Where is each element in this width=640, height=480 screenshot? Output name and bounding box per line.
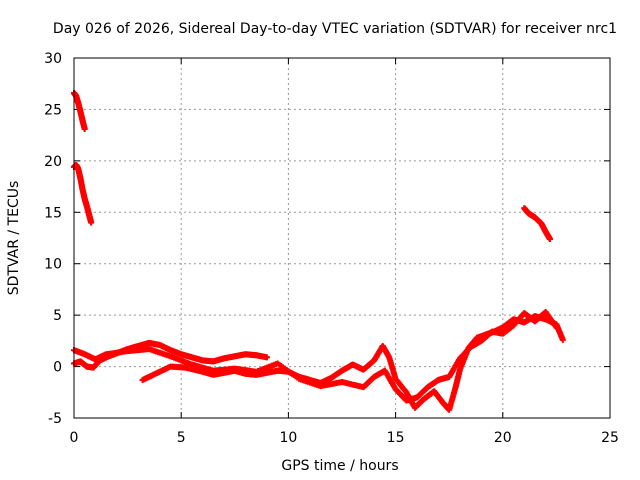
y-tick-label: 10 (44, 257, 62, 273)
data-point (553, 324, 560, 331)
plot-frame (73, 57, 611, 419)
y-tick-label: -5 (48, 411, 62, 427)
y-tick-label: 5 (53, 308, 62, 324)
y-tick-label: 25 (44, 102, 62, 118)
x-axis-label: GPS time / hours (281, 458, 398, 474)
data-point (88, 219, 95, 226)
data-point (81, 125, 88, 132)
grid-lines (74, 58, 610, 418)
y-tick-label: 20 (44, 154, 62, 170)
data-point (263, 354, 270, 361)
x-tick-label: 25 (601, 430, 619, 446)
y-tick-label: 15 (44, 205, 62, 221)
chart-title: Day 026 of 2026, Sidereal Day-to-day VTE… (53, 21, 617, 37)
series-arc-c (521, 205, 553, 243)
data-points (71, 89, 566, 413)
x-tick-label: 15 (387, 430, 405, 446)
x-tick-label: 0 (70, 430, 79, 446)
data-point (546, 236, 553, 243)
x-tick-label: 10 (279, 430, 297, 446)
series-arc-f (71, 309, 560, 404)
y-tick-label: 0 (53, 360, 62, 376)
data-point (559, 336, 566, 343)
x-tick-label: 5 (177, 430, 186, 446)
y-axis-label: SDTVAR / TECUs (6, 181, 22, 296)
y-tick-label: 30 (44, 51, 62, 67)
series-arc-a (71, 89, 88, 132)
x-tick-label: 20 (494, 430, 512, 446)
